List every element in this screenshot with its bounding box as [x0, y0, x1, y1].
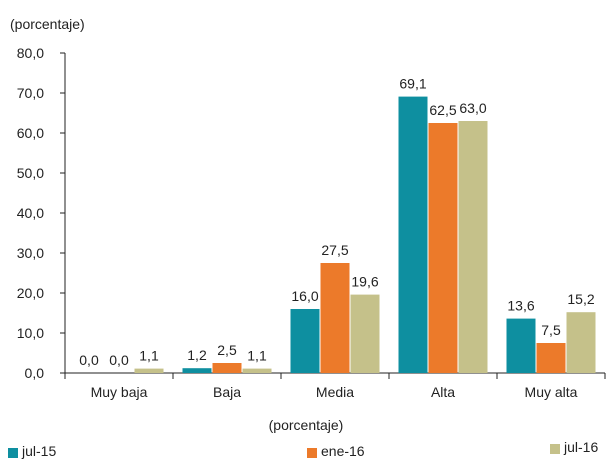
bar-data-label: 16,0 [291, 288, 318, 304]
bar [506, 318, 536, 373]
bar [182, 368, 212, 373]
bar [134, 368, 164, 373]
y-tick-label: 70,0 [17, 85, 44, 101]
y-tick-label: 50,0 [17, 165, 44, 181]
legend-swatch [550, 444, 560, 454]
legend: jul-15 ene-16 jul-16 [8, 439, 598, 459]
legend-label: jul-16 [563, 439, 598, 455]
bar-data-label: 27,5 [321, 242, 348, 258]
unit-label-top: (porcentaje) [10, 16, 85, 32]
bar [566, 312, 596, 373]
bar-data-label: 63,0 [459, 100, 486, 116]
legend-label: jul-15 [21, 443, 56, 459]
x-axis-label: (porcentaje) [269, 417, 344, 433]
bar-data-label: 19,6 [351, 274, 378, 290]
y-tick-label: 10,0 [17, 325, 44, 341]
data-labels: 0,0 0,0 1,1 1,2 2,5 1,1 16,0 27,519,6 69,162,5 63… [79, 76, 595, 368]
bar-data-label: 1,1 [139, 348, 159, 364]
bar [350, 294, 380, 373]
bars [134, 96, 596, 373]
bar-data-label: 0,0 [109, 352, 129, 368]
bar [290, 309, 320, 373]
legend-swatch [307, 448, 317, 458]
bar [428, 123, 458, 373]
x-tick-label: Media [316, 384, 354, 400]
bar [398, 96, 428, 373]
x-tick-label: Alta [431, 384, 455, 400]
bar-data-label: 2,5 [217, 342, 237, 358]
y-tick-label: 60,0 [17, 125, 44, 141]
bar-data-label: 7,5 [541, 322, 561, 338]
x-axis: Muy baja Baja Media Alta Muy alta [64, 372, 606, 400]
bar-data-label: 1,1 [247, 348, 267, 364]
bar-data-label: 15,2 [567, 291, 594, 307]
bar-data-label: 0,0 [79, 352, 99, 368]
y-axis: 0,0 10,0 20,0 30,0 40,0 50,0 60,0 70,0 80,0 [17, 45, 66, 381]
bar-data-label: 62,5 [429, 102, 456, 118]
bar [320, 263, 350, 373]
bar [536, 343, 566, 373]
bar [242, 368, 272, 373]
bar-data-label: 13,6 [507, 298, 534, 314]
bar [458, 121, 488, 373]
bar-data-label: 1,2 [187, 347, 207, 363]
y-tick-label: 40,0 [17, 205, 44, 221]
x-tick-label: Muy baja [91, 384, 148, 400]
y-tick-label: 80,0 [17, 45, 44, 61]
y-tick-label: 20,0 [17, 285, 44, 301]
bar [212, 363, 242, 373]
y-tick-label: 30,0 [17, 245, 44, 261]
x-tick-label: Baja [213, 384, 241, 400]
x-tick-label: Muy alta [525, 384, 578, 400]
y-tick-label: 0,0 [25, 365, 45, 381]
legend-label: ene-16 [321, 443, 365, 459]
legend-swatch [8, 448, 18, 458]
bar-data-label: 69,1 [399, 76, 426, 92]
